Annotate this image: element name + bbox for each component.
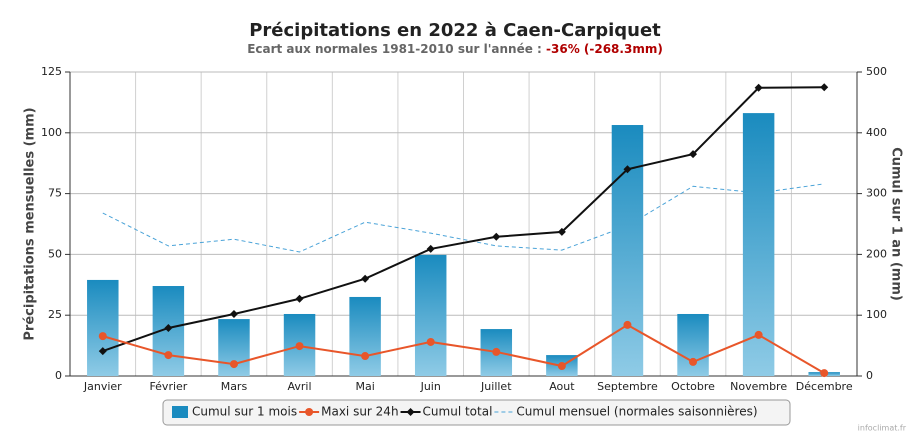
chart-subtitle: Ecart aux normales 1981-2010 sur l'année… <box>247 42 663 56</box>
bar <box>611 125 644 376</box>
y-tick-label: 0 <box>55 369 62 382</box>
marker <box>557 362 566 371</box>
marker <box>557 227 566 236</box>
marker <box>820 83 829 92</box>
marker <box>754 83 763 92</box>
legend-box <box>162 399 791 426</box>
line <box>102 323 825 374</box>
legend-label: Cumul sur 1 mois <box>192 405 297 419</box>
watermark: infoclimat.fr <box>858 424 907 433</box>
marker <box>361 352 370 361</box>
dashed-line <box>102 183 825 253</box>
marker <box>820 369 829 378</box>
marker <box>754 330 763 339</box>
subtitle-highlight: -36% (-268.3mm) <box>546 42 663 56</box>
x-tick-label: Mars <box>221 380 248 393</box>
x-tick-label: Octobre <box>671 380 715 393</box>
x-tick-label: Janvier <box>83 380 122 393</box>
y2-tick-label: 100 <box>866 308 887 321</box>
marker <box>689 150 698 159</box>
marker <box>426 244 435 253</box>
marker <box>361 274 370 283</box>
marker <box>623 320 632 329</box>
marker <box>98 332 107 341</box>
y2-tick-label: 300 <box>866 187 887 200</box>
x-tick-label: Juin <box>420 380 441 393</box>
y2-axis-label: Cumul sur 1 an (mm) <box>889 147 904 301</box>
legend-swatch <box>172 406 188 418</box>
y2-tick-label: 0 <box>866 369 873 382</box>
y-axis-label: Précipitations mensuelles (mm) <box>23 107 38 340</box>
marker <box>164 323 173 332</box>
x-tick-label: Aout <box>549 380 575 393</box>
legend-label: Cumul total <box>423 405 493 419</box>
y2-tick-label: 500 <box>866 65 887 78</box>
line <box>102 86 825 353</box>
marker <box>295 294 304 303</box>
marker <box>164 351 173 360</box>
y2-tick-label: 400 <box>866 126 887 139</box>
y-tick-label: 50 <box>48 247 62 260</box>
bar <box>414 254 447 376</box>
x-tick-label: Juillet <box>480 380 512 393</box>
y-tick-label: 100 <box>41 126 62 139</box>
marker <box>295 342 304 351</box>
subtitle-text: Ecart aux normales 1981-2010 sur l'année… <box>247 42 546 56</box>
x-tick-label: Décembre <box>796 380 853 393</box>
x-tick-label: Mai <box>355 380 374 393</box>
bar <box>349 296 381 376</box>
x-tick-label: Septembre <box>597 380 658 393</box>
x-tick-label: Novembre <box>730 380 787 393</box>
legend-marker <box>305 408 314 416</box>
bar <box>87 279 119 376</box>
marker <box>229 360 238 369</box>
bar <box>677 313 709 376</box>
legend-label: Maxi sur 24h <box>321 405 398 419</box>
marker <box>492 347 501 356</box>
legend-label: Cumul mensuel (normales saisonnières) <box>516 405 757 419</box>
y-tick-label: 25 <box>48 308 62 321</box>
marker <box>689 357 698 366</box>
x-tick-label: Avril <box>288 380 312 393</box>
marker <box>492 232 501 241</box>
y-tick-label: 75 <box>48 187 62 200</box>
x-tick-label: Février <box>149 380 187 393</box>
y2-tick-label: 200 <box>866 247 887 260</box>
marker <box>98 347 107 356</box>
chart-title: Précipitations en 2022 à Caen-Carpiquet <box>249 20 661 41</box>
legend-marker <box>406 408 415 416</box>
y-tick-label: 125 <box>41 65 62 78</box>
marker <box>623 165 632 174</box>
marker <box>426 337 435 346</box>
marker <box>229 309 238 318</box>
